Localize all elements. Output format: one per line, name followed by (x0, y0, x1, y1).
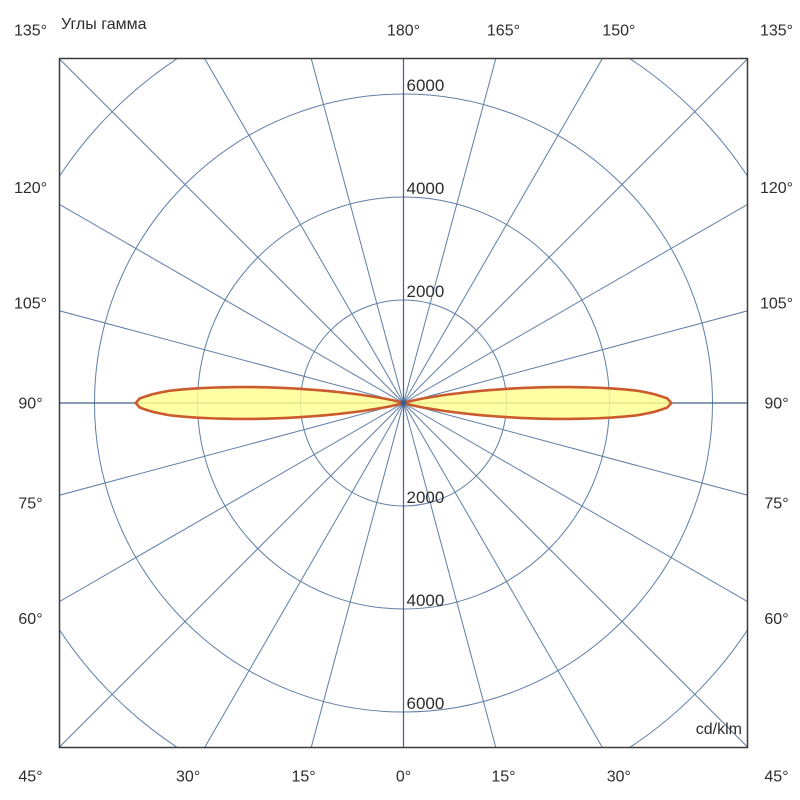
gamma-angle-label: 0° (396, 769, 411, 786)
gamma-angle-label: 105° (14, 296, 47, 313)
gamma-angle-label: 90° (764, 396, 788, 413)
grid-spoke (310, 58, 404, 404)
gamma-angle-label: 150° (602, 23, 635, 40)
center-dot (400, 400, 407, 406)
grid-spoke (403, 402, 603, 748)
grid-spoke (204, 402, 404, 748)
gamma-angle-label: 60° (18, 611, 42, 628)
grid-spoke (403, 203, 748, 404)
intensity-lobe-left (134, 385, 405, 421)
radial-value-label: 2000 (407, 488, 445, 507)
gamma-angle-label: 180° (387, 23, 420, 40)
gamma-angle-label: 45° (18, 769, 42, 786)
grid-spoke (59, 402, 404, 748)
gamma-angle-label: 45° (764, 769, 788, 786)
grid-spoke (59, 203, 404, 404)
gamma-angle-label: 15° (291, 769, 315, 786)
radial-value-label: 6000 (407, 76, 445, 95)
intensity-lobe-right (402, 385, 673, 421)
grid-spoke (403, 58, 748, 404)
grid-spoke (403, 402, 497, 748)
gamma-angle-label: 135° (14, 23, 47, 40)
gamma-angle-label: 15° (491, 769, 515, 786)
grid-spoke (403, 402, 748, 603)
grid-spoke (403, 58, 497, 404)
radial-value-label: 2000 (407, 282, 445, 301)
grid-spoke (59, 402, 404, 603)
grid-spoke (59, 402, 404, 496)
radial-value-label: 4000 (407, 591, 445, 610)
grid-spoke (59, 310, 404, 404)
gamma-angle-label: 105° (760, 296, 793, 313)
gamma-angle-label: 75° (18, 495, 42, 512)
grid-spoke (403, 310, 748, 404)
gamma-angle-label: 90° (18, 396, 42, 413)
gamma-angle-label: 60° (764, 611, 788, 628)
gamma-angle-label: 30° (607, 769, 631, 786)
plot-border (58, 57, 749, 749)
radial-value-label: 6000 (407, 694, 445, 713)
gamma-angle-label: 120° (760, 180, 793, 197)
unit-label: cd/klm (695, 721, 742, 738)
gamma-angle-label: 165° (487, 23, 520, 40)
gamma-angle-label: 120° (14, 180, 47, 197)
chart-title: Углы гамма (61, 16, 147, 33)
gamma-angle-label: 75° (764, 495, 788, 512)
gamma-angle-label: 135° (760, 23, 793, 40)
radial-value-label: 4000 (407, 179, 445, 198)
grid-spoke (59, 58, 404, 404)
grid-spoke (204, 58, 404, 404)
grid-spoke (403, 402, 748, 748)
grid-spoke (403, 58, 603, 404)
grid-spoke (403, 402, 748, 496)
grid-spoke (310, 402, 404, 748)
gamma-angle-label: 30° (176, 769, 200, 786)
